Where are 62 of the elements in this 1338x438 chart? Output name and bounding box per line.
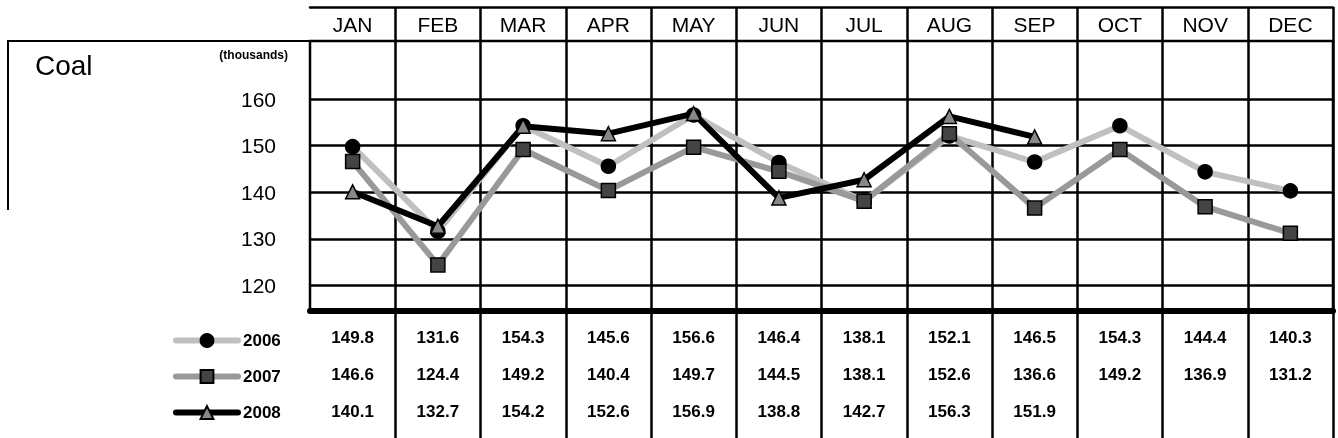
point <box>1026 129 1043 145</box>
point <box>600 125 617 142</box>
data-label: 136.9 <box>1183 364 1227 384</box>
data-label: 152.1 <box>928 327 971 347</box>
data-label: 149.2 <box>1098 364 1142 384</box>
data-label: 154.3 <box>501 327 545 347</box>
data-label: 156.9 <box>672 401 715 421</box>
data-label: 132.7 <box>416 401 460 421</box>
data-label: 136.6 <box>1013 364 1056 384</box>
x-tick-label: MAY <box>671 13 716 36</box>
data-label: 149.7 <box>672 364 715 384</box>
point <box>344 184 361 200</box>
x-tick-label: DEC <box>1268 13 1313 36</box>
x-tick-label: SEP <box>1013 13 1056 36</box>
x-tick-label: FEB <box>417 13 459 36</box>
data-label: 149.2 <box>501 364 545 384</box>
y-tick-label: 140 <box>240 180 276 204</box>
data-label: 146.4 <box>757 327 801 347</box>
data-label: 145.6 <box>587 327 630 347</box>
x-tick-label: AUG <box>926 13 973 36</box>
data-label: 140.1 <box>331 401 374 421</box>
x-tick-label: OCT <box>1097 13 1143 36</box>
data-label: 131.2 <box>1269 364 1312 384</box>
x-tick-label: JAN <box>332 13 373 36</box>
text: Coal <box>35 49 93 81</box>
data-label: 156.3 <box>928 401 971 421</box>
x-tick-label: NOV <box>1182 13 1228 36</box>
data-label: 151.9 <box>1013 401 1056 421</box>
point <box>856 171 872 188</box>
data-label: 138.1 <box>842 327 886 347</box>
point <box>771 190 787 206</box>
data-label: 138.8 <box>757 401 801 421</box>
data-label: 152.6 <box>928 364 971 384</box>
data-label: 140.3 <box>1269 327 1312 347</box>
data-label: 146.6 <box>331 364 374 384</box>
x-tick-label: JUL <box>845 13 883 36</box>
x-tick-label: APR <box>586 13 630 36</box>
legend-label: 2007 <box>243 367 281 386</box>
data-label: 156.6 <box>672 327 715 347</box>
data-label: 131.6 <box>416 327 460 347</box>
data-label: 154.3 <box>1098 327 1142 347</box>
data-label: 144.4 <box>1183 327 1227 347</box>
data-label: 149.8 <box>331 327 374 347</box>
x-tick-label: JUN <box>758 13 800 36</box>
data-label: 152.6 <box>587 401 630 421</box>
data-label: 124.4 <box>416 364 460 384</box>
point <box>941 108 958 125</box>
legend-label: 2008 <box>243 403 281 422</box>
data-label: 146.5 <box>1013 327 1056 347</box>
y-tick-label: 130 <box>240 227 276 251</box>
data-label: 140.4 <box>587 364 631 384</box>
y-tick-label: 150 <box>240 134 276 158</box>
point <box>430 218 446 235</box>
y-axis-title: (thousands) <box>219 48 288 62</box>
x-tick-label: MAR <box>499 13 547 36</box>
y-tick-label: 120 <box>240 273 276 297</box>
legend-label: 2006 <box>243 331 281 350</box>
data-label: 142.7 <box>842 401 886 421</box>
data-label: 154.2 <box>501 401 545 421</box>
data-label: 144.5 <box>757 364 801 384</box>
data-label: 138.1 <box>842 364 886 384</box>
y-tick-label: 160 <box>240 87 276 111</box>
